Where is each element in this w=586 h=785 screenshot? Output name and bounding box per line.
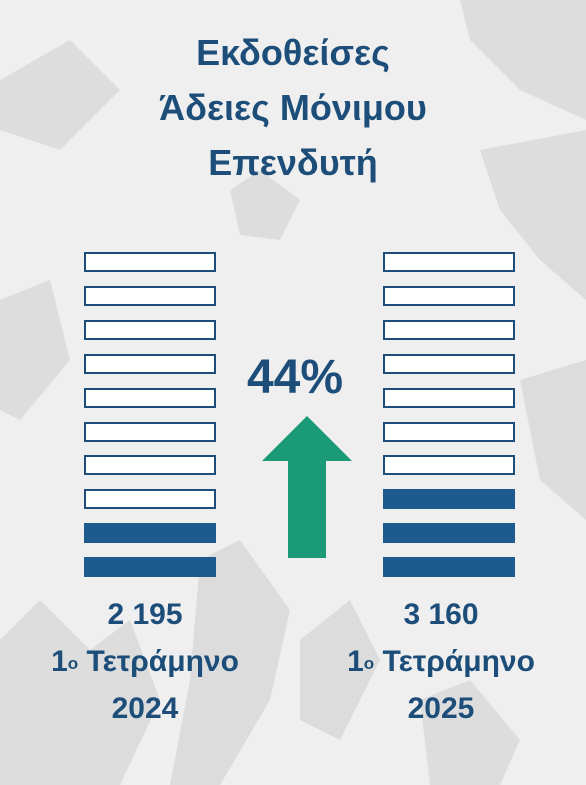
empty-block-7 — [84, 455, 216, 476]
empty-block-4 — [84, 353, 216, 374]
empty-block-2 — [383, 285, 515, 306]
filled-block-10 — [84, 557, 216, 578]
empty-block-1 — [84, 252, 216, 272]
title-line-2: Άδειες Μόνιμου — [159, 87, 427, 128]
filled-block-8 — [383, 489, 515, 510]
empty-block-7 — [383, 455, 515, 476]
stack-2024 — [84, 252, 216, 578]
empty-block-4 — [383, 353, 515, 374]
empty-block-5 — [84, 387, 216, 408]
filled-block-9 — [84, 523, 216, 544]
change-percent: 44% — [246, 351, 344, 404]
year-2025: 2025 — [407, 692, 475, 725]
title-line-3: Επενδυτή — [208, 142, 378, 183]
empty-block-1 — [383, 252, 515, 272]
empty-block-6 — [84, 421, 216, 442]
year-2024: 2024 — [111, 692, 179, 725]
stack-2025 — [383, 252, 515, 578]
value-2025: 3 160 — [403, 598, 479, 631]
value-2024: 2 195 — [107, 598, 183, 631]
empty-block-2 — [84, 285, 216, 306]
empty-block-6 — [383, 421, 515, 442]
empty-block-3 — [383, 319, 515, 340]
empty-block-8 — [84, 489, 216, 510]
empty-block-5 — [383, 387, 515, 408]
title-line-1: Εκδοθείσες — [196, 32, 390, 73]
period-2024: 1ο Τετράμηνο — [51, 645, 239, 678]
filled-block-9 — [383, 523, 515, 544]
period-2025: 1ο Τετράμηνο — [347, 645, 535, 678]
filled-block-10 — [383, 557, 515, 578]
empty-block-3 — [84, 319, 216, 340]
up-arrow-icon — [262, 416, 352, 558]
